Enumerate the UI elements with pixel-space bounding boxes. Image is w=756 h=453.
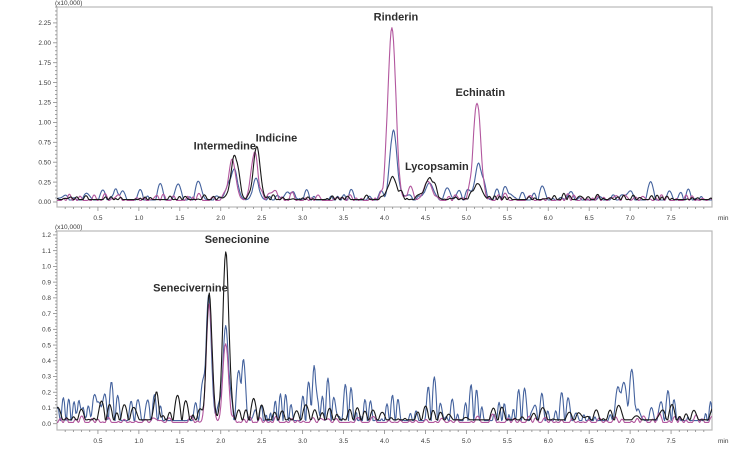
trace-pink	[57, 303, 712, 423]
x-tick-label: 6.5	[585, 215, 594, 222]
plot-box	[56, 230, 713, 431]
x-tick-label: 1.0	[134, 215, 143, 222]
peak-label-intermedine: Intermedine	[194, 140, 256, 152]
x-tick-label: 2.0	[216, 438, 225, 445]
x-tick-label: 4.0	[380, 438, 389, 445]
y-axis-unit-label: (x10,000)	[55, 224, 82, 231]
y-axis-unit-label: (x10,000)	[55, 0, 82, 7]
y-tick-label: 1.2	[42, 232, 51, 239]
x-tick-label: 3.5	[339, 438, 348, 445]
y-tick-label: 0.7	[42, 311, 51, 318]
x-tick-label: 1.0	[134, 438, 143, 445]
x-tick-label: 0.5	[93, 215, 102, 222]
y-tick-label: 1.0	[42, 264, 51, 271]
y-tick-label: 0.9	[42, 279, 51, 286]
peak-label-lycopsamin: Lycopsamin	[405, 161, 469, 173]
y-tick-label: 0.75	[38, 139, 51, 146]
x-tick-label: 7.5	[667, 215, 676, 222]
axis-ticks	[53, 231, 705, 434]
traces	[57, 251, 712, 423]
x-tick-label: 5.0	[462, 215, 471, 222]
x-tick-label: 0.5	[93, 438, 102, 445]
y-tick-label: 0.2	[42, 389, 51, 396]
y-tick-label: 1.75	[38, 60, 51, 67]
y-tick-label: 1.1	[42, 248, 51, 255]
x-tick-label: 5.5	[503, 215, 512, 222]
x-tick-label: 2.5	[257, 438, 266, 445]
x-tick-label: 4.5	[421, 438, 430, 445]
x-tick-label: 7.0	[626, 215, 635, 222]
trace-black	[57, 251, 712, 421]
y-tick-label: 0.5	[42, 342, 51, 349]
y-tick-label: 0.6	[42, 327, 51, 334]
y-tick-label: 1.00	[38, 120, 51, 127]
x-tick-label: 2.5	[257, 215, 266, 222]
y-tick-label: 2.25	[38, 20, 51, 27]
x-axis-unit-label: min	[718, 438, 729, 445]
y-tick-label: 0.0	[42, 421, 51, 428]
x-tick-label: 7.5	[667, 438, 676, 445]
x-tick-label: 3.0	[298, 438, 307, 445]
plot-box	[56, 6, 713, 208]
x-tick-label: 7.0	[626, 438, 635, 445]
peak-label-indicine: Indicine	[256, 133, 298, 145]
y-tick-label: 0.4	[42, 358, 51, 365]
peak-label-senecionine: Senecionine	[205, 234, 270, 246]
x-tick-label: 4.0	[380, 215, 389, 222]
traces	[57, 27, 712, 201]
y-tick-label: 1.25	[38, 100, 51, 107]
x-tick-label: 6.0	[544, 215, 553, 222]
y-tick-label: 0.50	[38, 159, 51, 166]
y-tick-label: 0.00	[38, 199, 51, 206]
y-tick-label: 0.25	[38, 179, 51, 186]
y-tick-label: 0.8	[42, 295, 51, 302]
peak-label-rinderin: Rinderin	[374, 12, 419, 24]
y-tick-label: 0.3	[42, 374, 51, 381]
x-tick-label: 3.5	[339, 215, 348, 222]
peak-label-echinatin: Echinatin	[456, 87, 506, 99]
y-tick-label: 1.50	[38, 80, 51, 87]
panel-top: (x10,000) 0.00 0.25 0.50 0.75 1.00 1.25 1.50 1.7…	[38, 0, 729, 222]
x-tick-label: 5.5	[503, 438, 512, 445]
x-tick-label: 4.5	[421, 215, 430, 222]
x-tick-label: 2.0	[216, 215, 225, 222]
y-tick-label: 2.00	[38, 40, 51, 47]
x-tick-label: 6.5	[585, 438, 594, 445]
x-axis-unit-label: min	[718, 215, 729, 222]
x-tick-label: 6.0	[544, 438, 553, 445]
x-tick-label: 5.0	[462, 438, 471, 445]
x-tick-label: 3.0	[298, 215, 307, 222]
x-tick-label: 1.5	[175, 438, 184, 445]
trace-black	[57, 145, 712, 201]
y-tick-label: 0.1	[42, 405, 51, 412]
x-tick-label: 1.5	[175, 215, 184, 222]
panel-bottom: (x10,000) 0.0 0.1 0.2 0.3 0.4 0.5 0.6 0.7 0.8 0.9 1…	[42, 224, 729, 445]
peak-label-senecivernine: Senecivernine	[153, 283, 228, 295]
axis-ticks	[53, 6, 705, 211]
